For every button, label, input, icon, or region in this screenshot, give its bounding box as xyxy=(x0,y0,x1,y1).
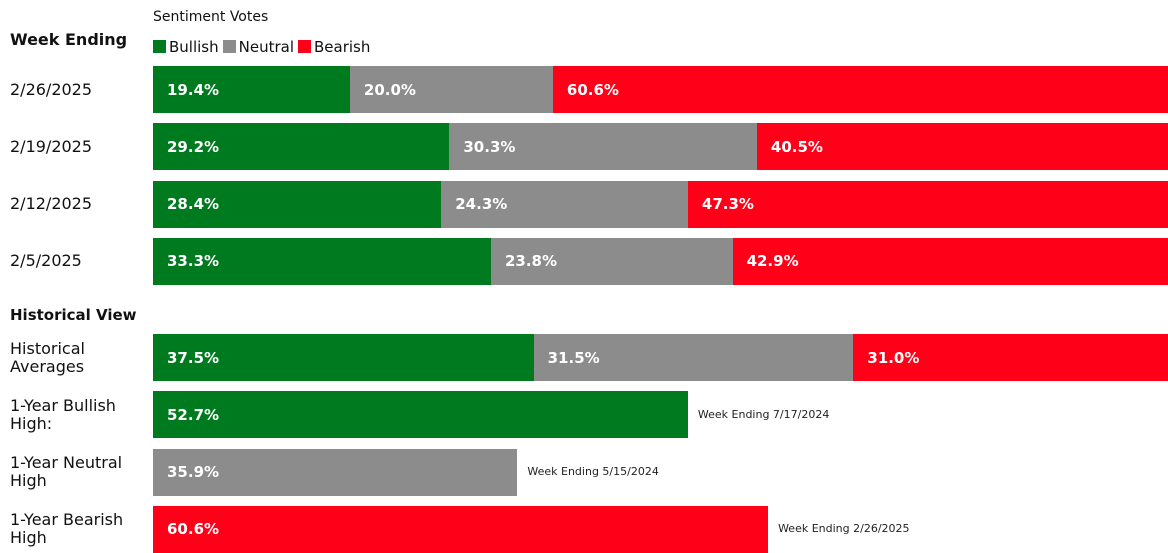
bar-segment: 23.8% xyxy=(490,237,733,285)
category-label: 2/5/2025 xyxy=(10,251,82,271)
bar-segment: 31.5% xyxy=(533,334,854,381)
data-label: 31.5% xyxy=(547,348,600,367)
bar-segment: 24.3% xyxy=(441,180,688,228)
data-label: 29.2% xyxy=(167,137,220,156)
category-label: 1-Year Neutral High xyxy=(10,453,123,491)
header: Week Ending xyxy=(10,30,128,49)
bar-segment: 28.4% xyxy=(153,180,442,228)
data-label: 19.4% xyxy=(167,80,220,99)
legend-item: Bullish xyxy=(153,38,219,56)
category-label: 1-Year Bearish High xyxy=(10,510,124,548)
data-label: 35.9% xyxy=(167,463,220,482)
bar-segment: 40.5% xyxy=(756,123,1168,171)
data-label: 23.8% xyxy=(504,252,558,271)
category-label: 2/12/2025 xyxy=(10,194,93,214)
bar-segment: 37.5% xyxy=(153,334,534,381)
legend-item: Bearish xyxy=(298,38,370,56)
bar-segment: 31.0% xyxy=(853,334,1168,381)
data-label: 33.3% xyxy=(167,252,220,271)
bar-segment: 30.3% xyxy=(449,123,757,171)
bar-segment: 60.6% xyxy=(153,505,769,553)
legend-swatch xyxy=(298,40,311,53)
legend: Bullish Neutral Bearish xyxy=(153,38,374,56)
data-label: 60.6% xyxy=(167,520,220,539)
legend-item: Neutral xyxy=(222,38,294,56)
bar-segment: 52.7% xyxy=(153,391,688,439)
annotation: Week Ending 5/15/2024 xyxy=(527,465,659,479)
data-label: 37.5% xyxy=(167,348,220,367)
bar-segment: 29.2% xyxy=(153,123,450,171)
bar-segment: 42.9% xyxy=(732,237,1168,285)
category-label: Historical Averages xyxy=(10,338,85,376)
category-label: 2/26/2025 xyxy=(10,79,93,99)
data-label: 24.3% xyxy=(455,195,508,214)
bar-segment: 19.4% xyxy=(153,66,350,113)
data-label: 28.4% xyxy=(167,195,220,214)
bar-segment: 33.3% xyxy=(153,237,491,285)
data-label: 40.5% xyxy=(770,137,823,156)
legend-swatch xyxy=(222,40,236,53)
annotation: Week Ending 2/26/2025 xyxy=(778,522,910,536)
category-label: 2/19/2025 xyxy=(10,136,93,156)
legend-title: Sentiment Votes xyxy=(153,9,269,25)
data-label: 20.0% xyxy=(363,80,416,99)
header: Historical View xyxy=(10,306,137,324)
category-label: 1-Year Bullish High: xyxy=(10,395,116,433)
bar-segment: 60.6% xyxy=(552,66,1168,113)
bar-segment: 35.9% xyxy=(153,448,518,496)
data-label: 47.3% xyxy=(701,195,754,214)
data-label: 30.3% xyxy=(463,137,516,156)
legend-swatch xyxy=(153,40,166,53)
data-label: 42.9% xyxy=(746,252,799,271)
legend-label: Bearish xyxy=(314,38,371,56)
data-label: 31.0% xyxy=(867,348,920,367)
bar-segment: 20.0% xyxy=(349,66,553,113)
annotation: Week Ending 7/17/2024 xyxy=(697,407,830,421)
legend-label: Neutral xyxy=(238,38,294,56)
legend-label: Bullish xyxy=(169,38,219,56)
bar-segment: 47.3% xyxy=(687,180,1168,228)
data-label: 52.7% xyxy=(167,405,220,424)
data-label: 60.6% xyxy=(566,80,619,99)
